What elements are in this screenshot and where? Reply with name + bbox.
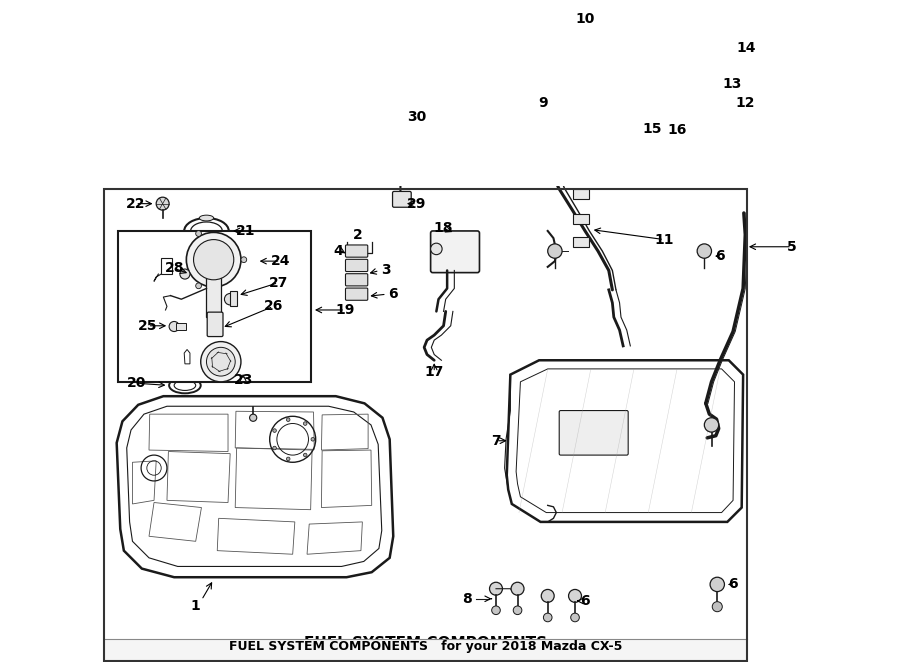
- Text: 6: 6: [728, 577, 738, 591]
- Circle shape: [186, 232, 241, 287]
- Circle shape: [303, 422, 307, 426]
- Circle shape: [195, 230, 202, 236]
- Circle shape: [548, 244, 562, 258]
- Polygon shape: [117, 396, 393, 577]
- FancyBboxPatch shape: [662, 80, 682, 96]
- Text: 13: 13: [722, 77, 742, 91]
- FancyBboxPatch shape: [207, 312, 223, 336]
- Bar: [118, 231, 310, 382]
- Circle shape: [571, 613, 580, 622]
- Text: 27: 27: [268, 275, 288, 290]
- Bar: [104, 639, 747, 661]
- Circle shape: [273, 429, 276, 432]
- Text: 26: 26: [264, 299, 283, 313]
- Text: FUEL SYSTEM COMPONENTS   for your 2018 Mazda CX-5: FUEL SYSTEM COMPONENTS for your 2018 Maz…: [229, 639, 622, 653]
- Circle shape: [513, 606, 522, 614]
- Circle shape: [383, 113, 393, 122]
- Text: 14: 14: [736, 41, 756, 55]
- Circle shape: [273, 446, 276, 449]
- Text: 17: 17: [425, 365, 444, 379]
- Text: 20: 20: [127, 376, 147, 391]
- Circle shape: [224, 293, 236, 305]
- Text: 22: 22: [126, 197, 145, 211]
- FancyBboxPatch shape: [346, 245, 368, 257]
- Circle shape: [286, 457, 290, 461]
- Text: 19: 19: [336, 303, 355, 317]
- Bar: [230, 291, 238, 307]
- FancyBboxPatch shape: [559, 410, 628, 455]
- Text: 6: 6: [716, 249, 724, 263]
- Circle shape: [169, 322, 179, 332]
- Text: 7: 7: [491, 434, 500, 448]
- Text: 1: 1: [191, 599, 201, 613]
- Circle shape: [241, 257, 247, 263]
- Text: 4: 4: [333, 244, 343, 258]
- FancyBboxPatch shape: [392, 191, 411, 207]
- Text: 18: 18: [433, 221, 453, 235]
- Circle shape: [698, 244, 712, 258]
- Text: 12: 12: [735, 96, 755, 110]
- Text: for your 2018 Mazda CX-5: for your 2018 Mazda CX-5: [349, 645, 502, 659]
- Ellipse shape: [199, 215, 213, 221]
- Text: 24: 24: [271, 254, 290, 268]
- Bar: [161, 258, 172, 274]
- Text: 10: 10: [575, 12, 595, 26]
- Circle shape: [206, 348, 235, 376]
- Text: 11: 11: [654, 232, 674, 246]
- Circle shape: [491, 606, 500, 614]
- Text: 9: 9: [538, 96, 547, 110]
- Polygon shape: [507, 360, 743, 522]
- Text: 23: 23: [233, 373, 253, 387]
- Circle shape: [705, 418, 719, 432]
- Text: 15: 15: [642, 122, 662, 136]
- Circle shape: [286, 418, 290, 422]
- Circle shape: [180, 269, 190, 279]
- Circle shape: [195, 283, 202, 289]
- FancyBboxPatch shape: [430, 231, 480, 273]
- Ellipse shape: [601, 125, 614, 136]
- Circle shape: [303, 453, 307, 457]
- Text: 16: 16: [667, 123, 687, 138]
- Polygon shape: [691, 62, 709, 77]
- Text: 3: 3: [381, 263, 391, 277]
- Bar: [573, 189, 589, 199]
- Circle shape: [201, 342, 241, 382]
- Circle shape: [569, 589, 581, 602]
- FancyBboxPatch shape: [346, 288, 368, 301]
- Bar: [573, 237, 589, 247]
- Circle shape: [712, 602, 723, 612]
- Circle shape: [544, 613, 552, 622]
- Text: FUEL SYSTEM COMPONENTS: FUEL SYSTEM COMPONENTS: [304, 636, 547, 651]
- Text: 6: 6: [388, 287, 398, 301]
- Circle shape: [710, 577, 724, 592]
- Circle shape: [157, 197, 169, 210]
- Circle shape: [511, 583, 524, 595]
- Ellipse shape: [702, 32, 716, 58]
- Text: 21: 21: [236, 224, 256, 238]
- Bar: [206, 260, 220, 317]
- Circle shape: [490, 583, 502, 595]
- Text: 29: 29: [408, 197, 427, 211]
- Circle shape: [430, 243, 442, 255]
- Bar: [573, 214, 589, 224]
- FancyBboxPatch shape: [617, 120, 632, 133]
- Circle shape: [194, 240, 234, 280]
- Bar: [176, 323, 186, 330]
- Circle shape: [381, 109, 396, 125]
- Circle shape: [311, 438, 315, 441]
- Text: 30: 30: [408, 111, 427, 124]
- Circle shape: [249, 414, 256, 421]
- Text: 6: 6: [580, 594, 590, 608]
- FancyBboxPatch shape: [346, 260, 368, 271]
- Text: 25: 25: [138, 319, 157, 333]
- Ellipse shape: [698, 28, 721, 64]
- FancyBboxPatch shape: [346, 273, 368, 286]
- Text: 2: 2: [353, 228, 362, 242]
- Text: 28: 28: [165, 261, 184, 275]
- Text: 8: 8: [463, 592, 473, 606]
- Circle shape: [541, 589, 554, 602]
- Text: 5: 5: [788, 240, 796, 254]
